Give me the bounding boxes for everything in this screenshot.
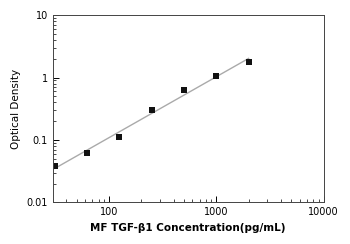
Point	[117, 135, 122, 139]
X-axis label: MF TGF-β1 Concentration(pg/mL): MF TGF-β1 Concentration(pg/mL)	[91, 223, 286, 233]
Point	[181, 88, 187, 92]
Point	[52, 164, 58, 168]
Y-axis label: Optical Density: Optical Density	[11, 69, 21, 149]
Point	[84, 151, 90, 154]
Point	[149, 108, 154, 112]
Point	[246, 60, 251, 64]
Point	[214, 74, 219, 78]
